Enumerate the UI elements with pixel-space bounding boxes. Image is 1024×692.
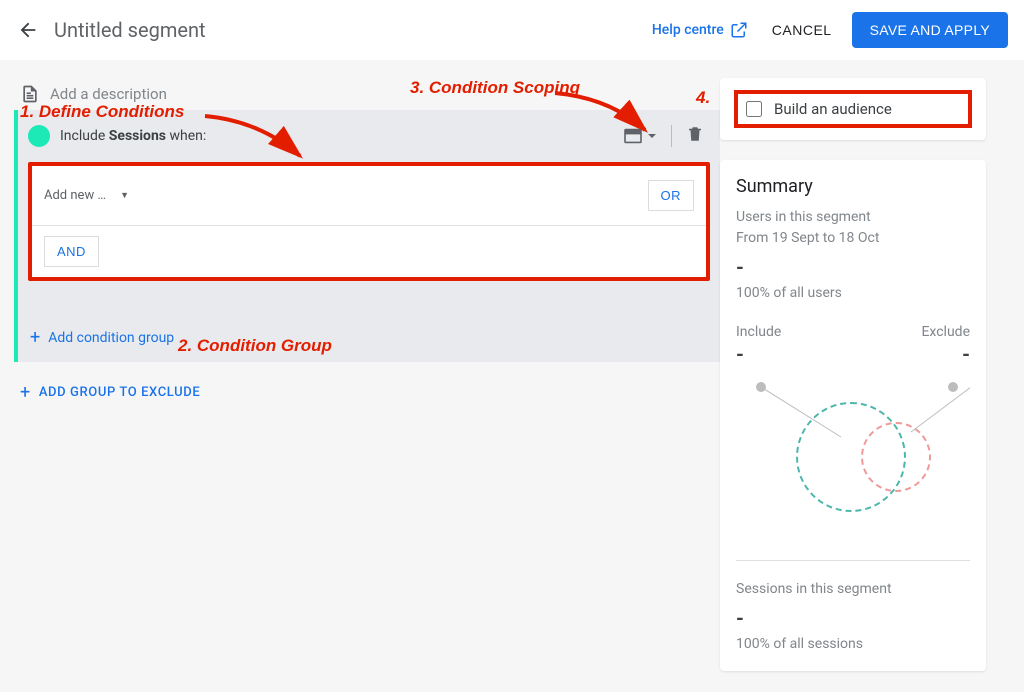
- main-area: 1. Define Conditions 3. Condition Scopin…: [0, 60, 1024, 692]
- add-condition-group-label: Add condition group: [48, 330, 174, 346]
- plus-icon: +: [30, 327, 40, 348]
- divider: [671, 125, 672, 147]
- venn-diagram: [736, 372, 970, 542]
- condition-row: Add new … ▼ OR: [32, 166, 706, 226]
- summary-users-label: Users in this segment: [736, 207, 970, 228]
- include-segment-block: Include Sessions when: Ad: [14, 110, 720, 362]
- and-row: AND: [32, 226, 706, 277]
- page-title: Untitled segment: [54, 18, 652, 42]
- trash-icon: [686, 124, 704, 144]
- help-centre-label: Help centre: [652, 22, 724, 38]
- and-button[interactable]: AND: [44, 236, 99, 267]
- scope-icon: [623, 128, 643, 144]
- summary-include-label: Include: [736, 324, 781, 340]
- summary-sessions-pct: 100% of all sessions: [736, 634, 970, 655]
- conditions-area: Add new … ▼ OR AND: [28, 162, 710, 281]
- add-group-to-exclude-button[interactable]: + ADD GROUP TO EXCLUDE: [14, 362, 720, 423]
- summary-divider: [736, 560, 970, 561]
- include-label: Include Sessions when:: [60, 128, 206, 144]
- summary-exclude-value: -: [962, 342, 970, 366]
- open-external-icon: [730, 21, 748, 39]
- dropdown-triangle-icon: ▼: [120, 190, 129, 201]
- summary-title: Summary: [736, 176, 970, 197]
- include-scope: Sessions: [109, 128, 166, 144]
- description-placeholder: Add a description: [50, 85, 167, 103]
- header: Untitled segment Help centre CANCEL SAVE…: [0, 0, 1024, 60]
- summary-include-value: -: [736, 342, 744, 366]
- condition-selector[interactable]: Add new … ▼: [44, 188, 129, 203]
- condition-scoping-dropdown[interactable]: [621, 126, 659, 146]
- summary-exclude-label: Exclude: [921, 324, 970, 340]
- build-audience-checkbox[interactable]: [746, 101, 762, 117]
- build-audience-label: Build an audience: [774, 100, 892, 118]
- cancel-button[interactable]: CANCEL: [772, 22, 832, 38]
- summary-sessions-value: -: [736, 606, 970, 630]
- include-prefix: Include: [60, 128, 109, 144]
- block-header: Include Sessions when:: [18, 110, 720, 162]
- include-suffix: when:: [166, 128, 206, 144]
- summary-sessions-label: Sessions in this segment: [736, 579, 970, 600]
- description-icon: [20, 84, 40, 104]
- condition-placeholder: Add new …: [44, 188, 106, 203]
- builder-panel: 1. Define Conditions 3. Condition Scopin…: [0, 78, 720, 692]
- description-row[interactable]: Add a description: [14, 78, 720, 110]
- include-indicator-dot: [28, 125, 50, 147]
- summary-users-pct: 100% of all users: [736, 283, 970, 304]
- summary-date-range: From 19 Sept to 18 Oct: [736, 228, 970, 249]
- plus-icon: +: [20, 382, 31, 403]
- audience-highlight: Build an audience: [734, 90, 972, 128]
- right-panel: 4. Build an audience Summary Users in th…: [720, 78, 1000, 692]
- back-arrow-icon[interactable]: [16, 18, 40, 42]
- audience-card: Build an audience: [720, 78, 986, 140]
- summary-card: Summary Users in this segment From 19 Se…: [720, 160, 986, 671]
- delete-block-button[interactable]: [684, 122, 706, 150]
- help-centre-link[interactable]: Help centre: [652, 21, 748, 39]
- venn-circle-exclude: [861, 422, 931, 492]
- or-button[interactable]: OR: [648, 180, 695, 211]
- save-apply-button[interactable]: SAVE AND APPLY: [852, 12, 1008, 48]
- add-exclude-label: ADD GROUP TO EXCLUDE: [39, 385, 200, 400]
- chevron-down-icon: [647, 131, 657, 141]
- add-condition-group-button[interactable]: + Add condition group: [18, 313, 720, 362]
- summary-users-value: -: [736, 255, 970, 279]
